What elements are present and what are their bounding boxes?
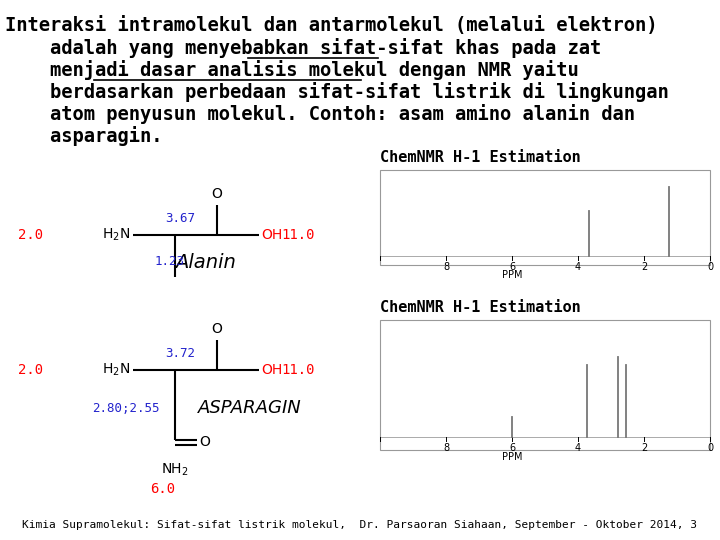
- Text: NH$_2$: NH$_2$: [161, 462, 189, 478]
- Text: 2.0: 2.0: [18, 228, 43, 242]
- Text: O: O: [199, 435, 210, 449]
- Text: 11.0: 11.0: [281, 363, 315, 377]
- Text: menjadi dasar analisis molekul dengan NMR yaitu: menjadi dasar analisis molekul dengan NM…: [5, 60, 579, 80]
- Text: 8: 8: [443, 443, 449, 453]
- Text: OH: OH: [261, 363, 282, 377]
- Text: 2: 2: [641, 443, 647, 453]
- Bar: [380, 320, 710, 450]
- Text: ASPARAGIN: ASPARAGIN: [198, 399, 302, 417]
- Text: O: O: [212, 187, 222, 201]
- Text: 2.0: 2.0: [18, 363, 43, 377]
- Text: Kimia Supramolekul: Sifat-sifat listrik molekul,  Dr. Parsaoran Siahaan, Septemb: Kimia Supramolekul: Sifat-sifat listrik …: [22, 520, 698, 530]
- Text: 0: 0: [707, 443, 713, 453]
- Text: 8: 8: [443, 261, 449, 272]
- Text: atom penyusun molekul. Contoh: asam amino alanin dan: atom penyusun molekul. Contoh: asam amin…: [5, 104, 635, 124]
- Text: 1.23: 1.23: [155, 255, 185, 268]
- Bar: [380, 170, 710, 265]
- Text: H$_2$N: H$_2$N: [102, 227, 130, 243]
- Text: 6.0: 6.0: [150, 482, 176, 496]
- Text: Interaksi intramolekul dan antarmolekul (melalui elektron): Interaksi intramolekul dan antarmolekul …: [5, 16, 657, 35]
- Text: 6: 6: [509, 443, 515, 453]
- Text: 3.72: 3.72: [165, 347, 195, 360]
- Text: 0: 0: [707, 261, 713, 272]
- Text: PPM: PPM: [502, 271, 522, 280]
- Text: 4: 4: [575, 443, 581, 453]
- Text: 2: 2: [641, 261, 647, 272]
- Text: OH: OH: [261, 228, 282, 242]
- Text: O: O: [212, 322, 222, 336]
- Text: 11.0: 11.0: [281, 228, 315, 242]
- Text: adalah yang menyebabkan sifat-sifat khas pada zat: adalah yang menyebabkan sifat-sifat khas…: [5, 38, 601, 58]
- Text: PPM: PPM: [502, 452, 522, 462]
- Text: Alanin: Alanin: [174, 253, 235, 272]
- Text: H$_2$N: H$_2$N: [102, 362, 130, 378]
- Text: asparagin.: asparagin.: [5, 126, 163, 146]
- Text: berdasarkan perbedaan sifat-sifat listrik di lingkungan: berdasarkan perbedaan sifat-sifat listri…: [5, 82, 669, 102]
- Text: 2.80;2.55: 2.80;2.55: [92, 402, 160, 415]
- Text: ChemNMR H-1 Estimation: ChemNMR H-1 Estimation: [380, 150, 581, 165]
- Text: ChemNMR H-1 Estimation: ChemNMR H-1 Estimation: [380, 300, 581, 315]
- Text: 3.67: 3.67: [165, 212, 195, 225]
- Text: 4: 4: [575, 261, 581, 272]
- Text: 6: 6: [509, 261, 515, 272]
